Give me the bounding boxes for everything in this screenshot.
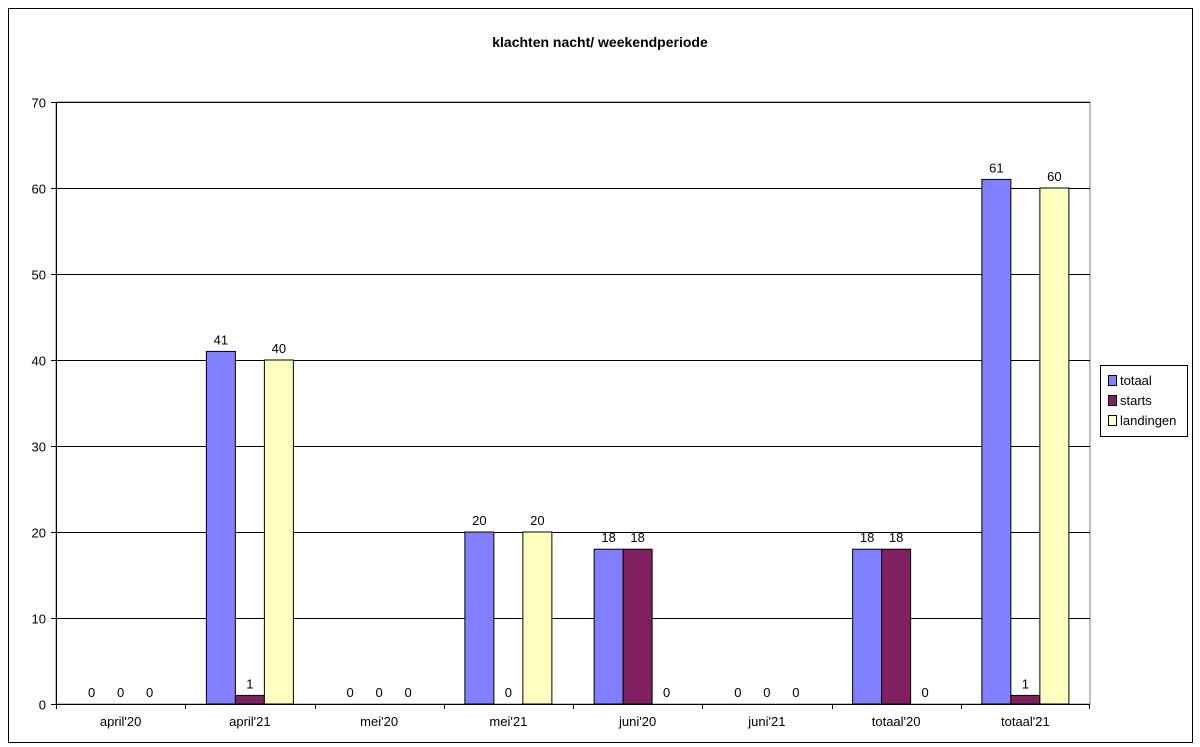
- bar-totaal: [981, 178, 1012, 705]
- data-labels: 0 0 0 41 1 40 0 0 0 20 0 20 18 18 0 0 0 0 18 18 0 61 1 60: [88, 160, 1062, 700]
- data-label: 1: [1022, 676, 1029, 691]
- data-label: 41: [214, 332, 228, 347]
- data-label: 60: [1047, 169, 1061, 184]
- data-label: 0: [405, 685, 412, 700]
- legend-label: landingen: [1120, 413, 1176, 428]
- y-tick-label: 20: [32, 526, 46, 541]
- data-label: 0: [505, 685, 512, 700]
- bar-totaal: [464, 531, 495, 705]
- data-label: 18: [889, 530, 903, 545]
- x-tick-label: juni'21: [747, 714, 785, 729]
- data-label: 1: [246, 676, 253, 691]
- y-tick-label: 40: [32, 354, 46, 369]
- bar-landingen: [522, 531, 553, 705]
- bar-starts: [234, 694, 265, 705]
- data-label: 0: [146, 685, 153, 700]
- legend-swatch-starts: [1108, 395, 1117, 406]
- x-tick-label: juni'20: [618, 714, 656, 729]
- bar-starts: [622, 548, 653, 705]
- data-label: 18: [601, 530, 615, 545]
- legend-label: totaal: [1120, 373, 1152, 388]
- data-label: 0: [763, 685, 770, 700]
- x-tick-label: mei'20: [360, 714, 398, 729]
- legend-swatch-totaal: [1108, 375, 1117, 386]
- x-tick-label: april'20: [100, 714, 142, 729]
- chart-title: klachten nacht/ weekendperiode: [492, 34, 708, 50]
- data-label: 0: [117, 685, 124, 700]
- legend-label: starts: [1120, 393, 1152, 408]
- data-label: 20: [472, 513, 486, 528]
- data-label: 20: [530, 513, 544, 528]
- x-tick-label: totaal'21: [1001, 714, 1050, 729]
- data-label: 61: [989, 160, 1003, 175]
- bar-totaal: [593, 548, 624, 705]
- data-label: 0: [792, 685, 799, 700]
- x-tick-label: mei'21: [489, 714, 527, 729]
- legend: totaal starts landingen: [1100, 365, 1188, 437]
- bar-starts: [881, 548, 912, 705]
- data-label: 18: [860, 530, 874, 545]
- data-label: 40: [272, 341, 286, 356]
- data-label: 0: [376, 685, 383, 700]
- bar-landingen: [1039, 187, 1070, 705]
- y-tick-label: 10: [32, 612, 46, 627]
- bar-totaal: [205, 350, 236, 705]
- y-tick-label: 50: [32, 268, 46, 283]
- x-tick-label: april'21: [229, 714, 271, 729]
- bar-starts: [1010, 694, 1041, 705]
- y-tick-label: 30: [32, 440, 46, 455]
- y-tick-label: 0: [39, 698, 46, 713]
- x-tick-label: totaal'20: [872, 714, 921, 729]
- data-label: 0: [347, 685, 354, 700]
- data-label: 18: [630, 530, 644, 545]
- data-label: 0: [663, 685, 670, 700]
- data-label: 0: [734, 685, 741, 700]
- bar-landingen: [263, 359, 294, 705]
- bar-totaal: [852, 548, 883, 705]
- y-tick-label: 60: [32, 182, 46, 197]
- bars: [205, 178, 1070, 705]
- y-tick-label: 70: [32, 96, 46, 111]
- legend-swatch-landingen: [1108, 415, 1117, 426]
- data-label: 0: [88, 685, 95, 700]
- data-label: 0: [922, 685, 929, 700]
